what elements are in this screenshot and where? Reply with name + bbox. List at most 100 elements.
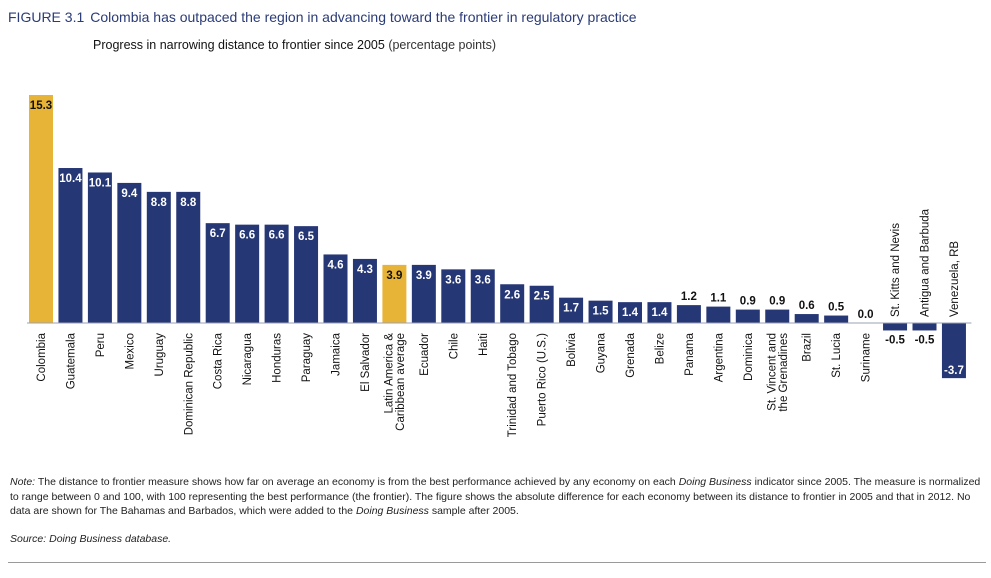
note-text-5: sample after 2005. bbox=[428, 505, 519, 517]
data-label-suriname: 0.0 bbox=[858, 309, 874, 321]
category-label-group-dominica: Dominica bbox=[743, 332, 755, 381]
category-label-puerto-rico-u-s: Puerto Rico (U.S.) bbox=[537, 333, 549, 426]
category-label-honduras: Honduras bbox=[272, 333, 284, 383]
source-label: Source: bbox=[10, 533, 47, 545]
chart-source: Source: Doing Business database. bbox=[10, 532, 985, 547]
category-label-group-colombia: Colombia bbox=[36, 332, 48, 381]
data-label-bolivia: 1.7 bbox=[563, 303, 579, 315]
category-label-group-st-vincent-and-the-grenadines: St. Vincent and the Grenadines bbox=[767, 333, 791, 412]
category-label-latin-america-caribbean-average-1: Latin America & bbox=[384, 333, 396, 414]
category-label-brazil: Brazil bbox=[802, 333, 814, 362]
data-label-panama: 1.2 bbox=[681, 291, 697, 303]
category-label-antigua-and-barbuda: Antigua and Barbuda bbox=[920, 208, 932, 317]
category-label-group-nicaragua: Nicaragua bbox=[242, 332, 254, 385]
bar-honduras bbox=[264, 224, 289, 323]
category-label-group-st-lucia: St. Lucia bbox=[831, 332, 843, 377]
category-label-costa-rica: Costa Rica bbox=[213, 332, 225, 389]
data-label-mexico: 9.4 bbox=[121, 188, 138, 200]
category-label-grenada: Grenada bbox=[625, 332, 637, 377]
bar-argentina bbox=[706, 306, 731, 323]
category-label-group-uruguay: Uruguay bbox=[154, 333, 166, 377]
bar-chile bbox=[441, 269, 466, 323]
bar-puerto-rico-u-s bbox=[529, 285, 554, 323]
category-label-group-dominican-republic: Dominican Republic bbox=[183, 333, 195, 436]
data-label-jamaica: 4.6 bbox=[328, 259, 344, 271]
bar-venezuela-rb bbox=[941, 323, 966, 379]
bar-peru bbox=[87, 172, 112, 323]
chart-subtitle: Progress in narrowing distance to fronti… bbox=[93, 38, 496, 52]
data-label-venezuela-rb: -3.7 bbox=[944, 365, 964, 377]
category-label-st-kitts-and-nevis: St. Kitts and Nevis bbox=[890, 223, 902, 317]
bar-uruguay bbox=[146, 191, 171, 323]
bar-st-vincent-and-the-grenadines bbox=[765, 309, 790, 323]
category-label-group-paraguay: Paraguay bbox=[301, 333, 313, 382]
figure-title: FIGURE 3.1 Colombia has outpaced the regi… bbox=[8, 9, 637, 25]
category-label-peru: Peru bbox=[95, 333, 107, 357]
data-label-peru: 10.1 bbox=[89, 177, 112, 189]
data-label-brazil: 0.6 bbox=[799, 300, 815, 312]
category-label-nicaragua: Nicaragua bbox=[242, 332, 254, 385]
chart-subtitle-unit: (percentage points) bbox=[388, 38, 497, 52]
category-label-guyana: Guyana bbox=[596, 332, 608, 373]
category-label-group-el-salvador: El Salvador bbox=[360, 333, 372, 392]
bar-bolivia bbox=[559, 297, 584, 323]
category-label-haiti: Haiti bbox=[478, 333, 490, 356]
category-label-bolivia: Bolivia bbox=[566, 332, 578, 366]
bar-el-salvador bbox=[352, 258, 377, 323]
data-label-puerto-rico-u-s: 2.5 bbox=[534, 291, 551, 303]
category-label-guatemala: Guatemala bbox=[65, 332, 77, 389]
data-label-trinidad-and-tobago: 2.6 bbox=[504, 289, 520, 301]
bar-trinidad-and-tobago bbox=[500, 284, 525, 323]
note-text-1: The distance to frontier measure shows h… bbox=[35, 476, 679, 488]
category-label-group-grenada: Grenada bbox=[625, 332, 637, 377]
data-label-dominican-republic: 8.8 bbox=[180, 197, 197, 209]
chart-note: Note: The distance to frontier measure s… bbox=[10, 475, 985, 519]
category-label-panama: Panama bbox=[684, 332, 696, 375]
bar-nicaragua bbox=[235, 224, 260, 323]
bar-ecuador bbox=[411, 264, 436, 323]
category-label-group-panama: Panama bbox=[684, 332, 696, 375]
data-label-dominica: 0.9 bbox=[740, 296, 756, 308]
data-label-el-salvador: 4.3 bbox=[357, 264, 373, 276]
data-label-paraguay: 6.5 bbox=[298, 231, 315, 243]
data-label-st-kitts-and-nevis: -0.5 bbox=[885, 334, 905, 346]
category-label-suriname: Suriname bbox=[861, 333, 873, 382]
data-label-belize: 1.4 bbox=[651, 307, 668, 319]
data-label-st-lucia: 0.5 bbox=[828, 302, 845, 314]
bar-chart: 15.3 Colombia 10.4 Guatemala 10.1 Peru 9.4 Mexi… bbox=[27, 95, 972, 437]
bar-st-lucia bbox=[824, 315, 849, 323]
category-label-group-st-kitts-and-nevis: St. Kitts and Nevis bbox=[890, 223, 902, 317]
bar-antigua-and-barbuda bbox=[912, 323, 937, 331]
category-label-group-trinidad-and-tobago: Trinidad and Tobago bbox=[507, 333, 519, 437]
category-label-group-mexico: Mexico bbox=[124, 333, 136, 369]
bottom-divider bbox=[8, 562, 986, 563]
category-label-el-salvador: El Salvador bbox=[360, 333, 372, 392]
category-label-st-lucia: St. Lucia bbox=[831, 332, 843, 377]
chart-subtitle-text: Progress in narrowing distance to fronti… bbox=[93, 38, 385, 52]
data-label-grenada: 1.4 bbox=[622, 307, 639, 319]
data-label-argentina: 1.1 bbox=[710, 293, 727, 305]
bar-paraguay bbox=[294, 226, 319, 323]
bar-brazil bbox=[794, 314, 819, 323]
bar-belize bbox=[647, 302, 672, 323]
data-label-guyana: 1.5 bbox=[593, 306, 610, 318]
category-label-group-latin-america-caribbean-average: Latin America & Caribbean average bbox=[384, 333, 408, 431]
data-label-uruguay: 8.8 bbox=[151, 197, 168, 209]
category-label-belize: Belize bbox=[654, 333, 666, 364]
data-label-ecuador: 3.9 bbox=[416, 270, 432, 282]
category-label-group-haiti: Haiti bbox=[478, 333, 490, 356]
data-label-haiti: 3.6 bbox=[475, 274, 491, 286]
category-label-group-jamaica: Jamaica bbox=[331, 332, 343, 375]
category-label-venezuela-rb: Venezuela, RB bbox=[949, 241, 961, 317]
bar-jamaica bbox=[323, 254, 348, 323]
data-label-nicaragua: 6.6 bbox=[239, 230, 255, 242]
note-label: Note: bbox=[10, 476, 36, 488]
category-label-group-brazil: Brazil bbox=[802, 333, 814, 362]
bar-guatemala bbox=[58, 168, 83, 323]
bar-guyana bbox=[588, 300, 613, 323]
category-label-mexico: Mexico bbox=[124, 333, 136, 369]
data-label-chile: 3.6 bbox=[445, 274, 461, 286]
category-label-paraguay: Paraguay bbox=[301, 333, 313, 382]
bar-colombia bbox=[29, 95, 53, 323]
data-label-guatemala: 10.4 bbox=[59, 173, 82, 185]
